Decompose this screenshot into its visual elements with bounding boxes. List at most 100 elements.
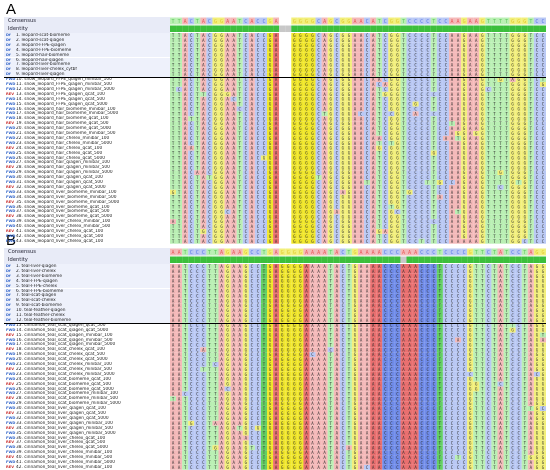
- base-letter: T: [499, 48, 502, 53]
- sequence-row[interactable]: Df 3. leopard-FFPE-qiagen: [4, 42, 170, 48]
- sequence-row[interactable]: FWD39. snow_leopard_liver_chelex_minibar…: [4, 219, 170, 224]
- base-letter: A: [451, 38, 454, 43]
- sequence-row[interactable]: FWD11. snow_leopard_FFPE_qiagen_minibar_…: [4, 82, 170, 87]
- sequence-row[interactable]: FWD43. snow_leopard_liver_chelex_qcat_10…: [4, 239, 170, 244]
- consensus-base: T: [238, 19, 241, 25]
- sequence-row[interactable]: REV 28. snow_leopard_hair_qiagen_minibar_…: [4, 165, 170, 170]
- base-letter: G: [517, 72, 520, 77]
- direction-tag: FWD: [6, 97, 16, 102]
- base-letter: A: [202, 43, 205, 48]
- sequence-name: 2. leopard-scat-qiagen: [16, 38, 64, 43]
- consensus-base: T: [378, 19, 381, 25]
- base-letter: C: [317, 67, 320, 72]
- sequence-row[interactable]: REV 19. snow_leopard_hair_biomeme_qcat_50…: [4, 121, 170, 126]
- base-cell: [339, 42, 346, 48]
- base-cell: [364, 47, 371, 53]
- base-letter: A: [475, 72, 478, 77]
- base-letter: G: [311, 72, 314, 77]
- identity-cell: [491, 25, 498, 32]
- base-cell: [533, 62, 540, 68]
- base-cell: [455, 77, 462, 82]
- sequence-row[interactable]: Df 2. leopard-scat-qiagen: [4, 37, 170, 43]
- base-cell: [455, 72, 462, 78]
- sequence-row[interactable]: REV 13. snow_leopard_FFPE_qiagen_qcat_100: [4, 92, 170, 97]
- base-letter: G: [269, 48, 272, 53]
- direction-tag: REV: [6, 200, 16, 205]
- sequence-row[interactable]: REV 32. snow_leopard_hair_qiagen_qcat_500…: [4, 185, 170, 190]
- base-cell: [230, 72, 237, 78]
- identity-cell: [467, 25, 474, 32]
- sequence-row[interactable]: FWD26. snow_leopard_hair_chelex_qcat_500…: [4, 156, 170, 161]
- sequence-row[interactable]: Df 5. leopard-hair-biomeme: [4, 52, 170, 58]
- base-cell: [279, 42, 286, 48]
- sequence-row[interactable]: FWD16. snow_leopard_hair_biomeme_minibar…: [4, 107, 170, 112]
- sequence-row[interactable]: FWD12. snow_leopard_FFPE_qiagen_minibar_…: [4, 87, 170, 92]
- base-cell: [515, 52, 522, 58]
- consensus-base: C: [408, 19, 411, 25]
- sequence-row[interactable]: FWD36. snow_leopard_liver_biomeme_qcat_1…: [4, 205, 170, 210]
- base-letter: T: [433, 67, 436, 72]
- base-letter: C: [439, 53, 442, 58]
- base-cell: [418, 42, 425, 48]
- base-cell: [479, 42, 486, 48]
- sequence-row[interactable]: FWD17. snow_leopard_hair_biomeme_minibar…: [4, 111, 170, 116]
- base-cell: [333, 67, 340, 73]
- sequence-row[interactable]: FWD29. snow_leopard_hair_qiagen_minibar_…: [4, 170, 170, 175]
- identity-cell: [351, 25, 358, 32]
- identity-cell: [533, 25, 540, 32]
- base-cell: [351, 72, 358, 78]
- base-letter: T: [402, 53, 405, 58]
- sequence-row[interactable]: FWD33. snow_leopard_liver_biomeme_miniba…: [4, 190, 170, 195]
- base-cell: [448, 33, 456, 38]
- base-cell: [533, 57, 540, 63]
- sequence-row[interactable]: FWD10. snow_leopard_FFPE_qiagen_minibar_…: [4, 77, 170, 82]
- base-cell: [200, 47, 207, 53]
- base-cell: [170, 33, 177, 38]
- sequence-row[interactable]: FWD31. snow_leopard_hair_qiagen_qcat_500: [4, 180, 170, 185]
- sequence-row[interactable]: FWD23. snow_leopard_hair_chelex_minibar_…: [4, 141, 170, 146]
- base-letter: G: [299, 33, 302, 38]
- sequence-row[interactable]: FWD37. snow_leopard_liver_biomeme_qcat_5…: [4, 209, 170, 214]
- sequence-row[interactable]: REV 38. snow_leopard_liver_biomeme_qcat_5…: [4, 214, 170, 219]
- sequence-row[interactable]: FWD27. snow_leopard_hair_qiagen_minibar_…: [4, 160, 170, 165]
- base-cell: [485, 77, 492, 82]
- base-cell: [382, 57, 389, 63]
- sequence-row[interactable]: Df 7. leopard-liver-biomeme: [4, 62, 170, 68]
- base-cell: [182, 67, 189, 73]
- sequence-row[interactable]: REV 24. snow_leopard_hair_chelex_qcat_100: [4, 146, 170, 151]
- sequence-row[interactable]: FWD15. snow_leopard_FFPE_qiagen_qcat_500…: [4, 102, 170, 107]
- sequence-row[interactable]: Df 1. leopard-scat-biomeme: [4, 33, 170, 38]
- sequence-row[interactable]: FWD18. snow_leopard_hair_biomeme_qcat_10…: [4, 116, 170, 121]
- sequence-row[interactable]: FWD22. snow_leopard_hair_chelex_minibar_…: [4, 136, 170, 141]
- sequence-row[interactable]: Df 8. leopard-liver-chelex_cytbf: [4, 67, 170, 73]
- sequence-row[interactable]: FWD40. snow_leopard_liver_chelex_minibar…: [4, 224, 170, 229]
- consensus-cell: [503, 17, 510, 25]
- base-cell: [285, 52, 292, 58]
- sequence-row[interactable]: REV 35. snow_leopard_liver_biomeme_miniba…: [4, 200, 170, 205]
- sequence-row[interactable]: FWD42. snow_leopard_liver_chelex_qcat_50…: [4, 234, 170, 239]
- base-cell: [473, 47, 480, 53]
- sequence-row[interactable]: Df 9. leopard-liver-qiagen: [4, 72, 170, 78]
- base-cell: [297, 42, 304, 48]
- base-cell: [364, 52, 371, 58]
- base-cell: [267, 37, 274, 43]
- base-letter: A: [354, 62, 357, 67]
- base-letter: A: [475, 53, 478, 58]
- sequence-row[interactable]: FWD30. snow_leopard_hair_qiagen_qcat_100: [4, 175, 170, 180]
- base-letter: A: [469, 53, 472, 58]
- base-cell: [248, 37, 255, 43]
- sequence-row[interactable]: REV 41. snow_leopard_liver_chelex_qcat_10…: [4, 229, 170, 234]
- sequence-row[interactable]: FWD21. snow_leopard_hair_biomeme_minibar…: [4, 131, 170, 136]
- sequence-row[interactable]: FWD34. snow_leopard_liver_biomeme_miniba…: [4, 195, 170, 200]
- sequence-row[interactable]: FWD20. snow_leopard_hair_biomeme_qcat_50…: [4, 126, 170, 131]
- sequence-row[interactable]: Df 4. leopard-FFPE-biomeme: [4, 47, 170, 53]
- base-cell: [436, 72, 443, 78]
- base-cell: [479, 47, 486, 53]
- sequence-row[interactable]: Df 6. leopard-hair-qiagen: [4, 57, 170, 63]
- sequence-row[interactable]: FWD14. snow_leopard_FFPE_qiagen_qcat_500: [4, 97, 170, 102]
- consensus-base: C: [535, 19, 538, 25]
- base-letter: C: [245, 62, 248, 67]
- base-cell: [176, 42, 183, 48]
- base-cell: [285, 145, 292, 151]
- sequence-row[interactable]: FWD25. snow_leopard_hair_chelex_qcat_500: [4, 151, 170, 156]
